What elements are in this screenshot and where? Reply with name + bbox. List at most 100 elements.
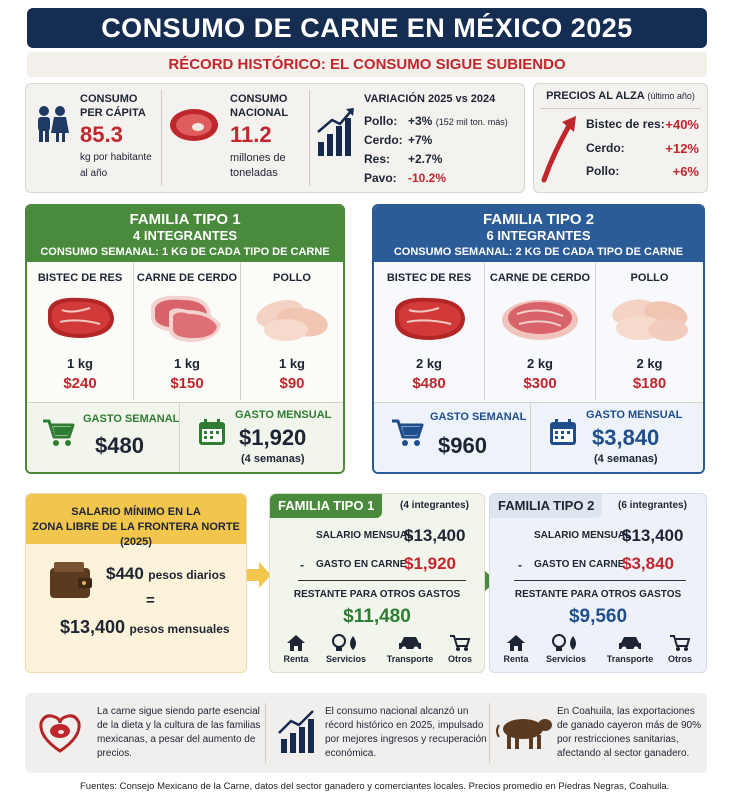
car-icon	[619, 637, 641, 652]
other-item: Otros	[658, 634, 702, 664]
expense-label: Servicios	[325, 654, 367, 664]
house-icon	[287, 635, 305, 651]
meat-cost: $90	[279, 375, 305, 392]
per-capita-value: 85.3	[80, 122, 123, 147]
per-capita-unit-1: kg por habitante	[80, 152, 152, 163]
meat-name: BISTEC DE RES	[386, 272, 472, 284]
monthly-spend-label: GASTO MENSUAL	[235, 409, 332, 421]
national-unit-2: toneladas	[230, 167, 278, 179]
meat-expense-value: $1,920	[404, 554, 456, 573]
family-weekly-consumption: CONSUMO SEMANAL: 1 KG DE CADA TIPO DE CA…	[40, 246, 330, 258]
expense-label: Transporte	[606, 654, 654, 664]
prices-panel: PRECIOS AL ALZA (último año) Bistec de r…	[533, 83, 708, 193]
meat-item-pork: CARNE DE CERDO 1 kg $150	[134, 262, 240, 400]
meat-cost: $150	[170, 375, 204, 392]
beef-steak-icon	[48, 297, 114, 338]
family-2-header: FAMILIA TIPO 2 6 INTEGRANTES CONSUMO SEM…	[374, 206, 703, 262]
family-1-spend: GASTO SEMANAL $480 GASTO MENSUAL $1,920 …	[27, 402, 343, 472]
equals-sign: =	[146, 592, 155, 609]
variation-row: Cerdo: +7%	[364, 133, 524, 152]
national-value: 11.2	[230, 122, 272, 147]
monthly-spend-note: (4 semanas)	[241, 453, 305, 465]
meat-cost: $240	[63, 375, 97, 392]
shopping-cart-icon	[43, 419, 75, 446]
price-label: Pollo:	[586, 164, 620, 178]
bar-chart-icon	[317, 108, 354, 156]
per-capita-unit-2: al año	[80, 168, 108, 179]
budget-tag: FAMILIA TIPO 1	[270, 494, 383, 518]
cow-icon	[496, 719, 552, 749]
prices-title: PRECIOS AL ALZA	[546, 90, 645, 102]
other-item: Otros	[438, 634, 482, 664]
shopping-cart-icon	[392, 419, 424, 446]
lightbulb-water-icon	[332, 634, 356, 651]
divider	[540, 108, 701, 109]
variation-row: Pollo: +3% (152 mil ton. más)	[364, 114, 524, 133]
meat-expense-label: GASTO EN CARNE	[534, 559, 625, 570]
monthly-spend-value: $1,920	[239, 425, 307, 450]
monthly-wage-row: $13,400 pesos mensuales	[60, 617, 230, 638]
expense-label: Servicios	[545, 654, 587, 664]
variation-row: Res: +2.7%	[364, 152, 524, 171]
meat-cost: $480	[412, 375, 446, 392]
weekly-spend-label: GASTO SEMANAL	[83, 413, 180, 425]
transport-item: Transporte	[604, 634, 656, 664]
per-capita-label-2: PER CÁPITA	[80, 107, 146, 119]
meat-qty: 1 kg	[278, 356, 305, 371]
price-label: Cerdo:	[586, 141, 625, 155]
facts-panel: La carne sigue siendo parte esencial de …	[25, 693, 707, 773]
meat-name: CARNE DE CERDO	[136, 272, 238, 284]
variation-value: +3%	[408, 114, 433, 128]
variation-value: +7%	[408, 133, 433, 147]
salary-value: $13,400	[404, 526, 466, 545]
people-icon	[38, 106, 69, 142]
arrow-right-icon	[247, 562, 271, 588]
meat-name: CARNE DE CERDO	[489, 272, 591, 284]
price-label: Bistec de res:	[586, 117, 665, 131]
national-label-1: CONSUMO	[230, 93, 288, 105]
pork-chop-icon	[151, 295, 221, 342]
variation-title: VARIACIÓN 2025 vs 2024	[364, 93, 496, 105]
monthly-spend-value: $3,840	[592, 425, 660, 450]
budget-members: (4 integrantes)	[400, 500, 469, 511]
variation-label: Cerdo:	[364, 133, 403, 147]
pork-roast-icon	[502, 300, 578, 340]
divider	[240, 262, 241, 400]
minimum-wage-header: SALARIO MÍNIMO EN LA ZONA LIBRE DE LA FR…	[26, 494, 246, 548]
remaining-label: RESTANTE PARA OTROS GASTOS	[514, 589, 682, 600]
variation-list: Pollo: +3% (152 mil ton. más) Cerdo: +7% R…	[364, 114, 524, 190]
price-value: +6%	[672, 164, 699, 179]
family-1-header: FAMILIA TIPO 1 4 INTEGRANTES CONSUMO SEM…	[27, 206, 343, 262]
calendar-icon	[199, 419, 225, 445]
expense-label: Otros	[447, 654, 472, 664]
beef-steak-icon	[395, 297, 465, 340]
expense-label: Renta	[503, 654, 529, 664]
divider	[179, 403, 180, 472]
remaining-value: $9,560	[568, 606, 628, 627]
meat-item-chicken: POLLO 2 kg $180	[596, 262, 703, 400]
weekly-spend-label: GASTO SEMANAL	[430, 411, 527, 423]
family-members: 6 INTEGRANTES	[486, 228, 591, 243]
minimum-wage-panel: SALARIO MÍNIMO EN LA ZONA LIBRE DE LA FR…	[25, 493, 247, 673]
meat-heart-icon	[39, 714, 81, 753]
divider	[309, 90, 310, 186]
budget-tag: FAMILIA TIPO 2	[490, 494, 603, 518]
variation-value: -10.2%	[408, 171, 447, 185]
meat-item-chicken: POLLO 1 kg $90	[241, 262, 343, 400]
divider	[514, 580, 686, 581]
growth-chart-icon	[278, 710, 314, 753]
meat-qty: 2 kg	[526, 356, 553, 371]
meat-item-beef: BISTEC DE RES 1 kg $240	[27, 262, 133, 400]
meat-qty: 1 kg	[173, 356, 200, 371]
monthly-spend-note: (4 semanas)	[594, 453, 658, 465]
meat-expense-label: GASTO EN CARNE	[316, 559, 407, 570]
house-icon	[507, 635, 525, 651]
trend-up-arrow-icon	[541, 116, 576, 183]
salary-label: SALARIO MENSUAL	[316, 530, 414, 541]
daily-wage-row: $440 pesos diarios	[106, 564, 226, 584]
price-value: +40%	[665, 117, 699, 132]
arrow-right-icon	[474, 570, 496, 592]
lightbulb-water-icon	[552, 634, 576, 651]
prices-title-row: PRECIOS AL ALZA (último año)	[534, 90, 707, 102]
remaining-value: $11,480	[343, 606, 411, 627]
